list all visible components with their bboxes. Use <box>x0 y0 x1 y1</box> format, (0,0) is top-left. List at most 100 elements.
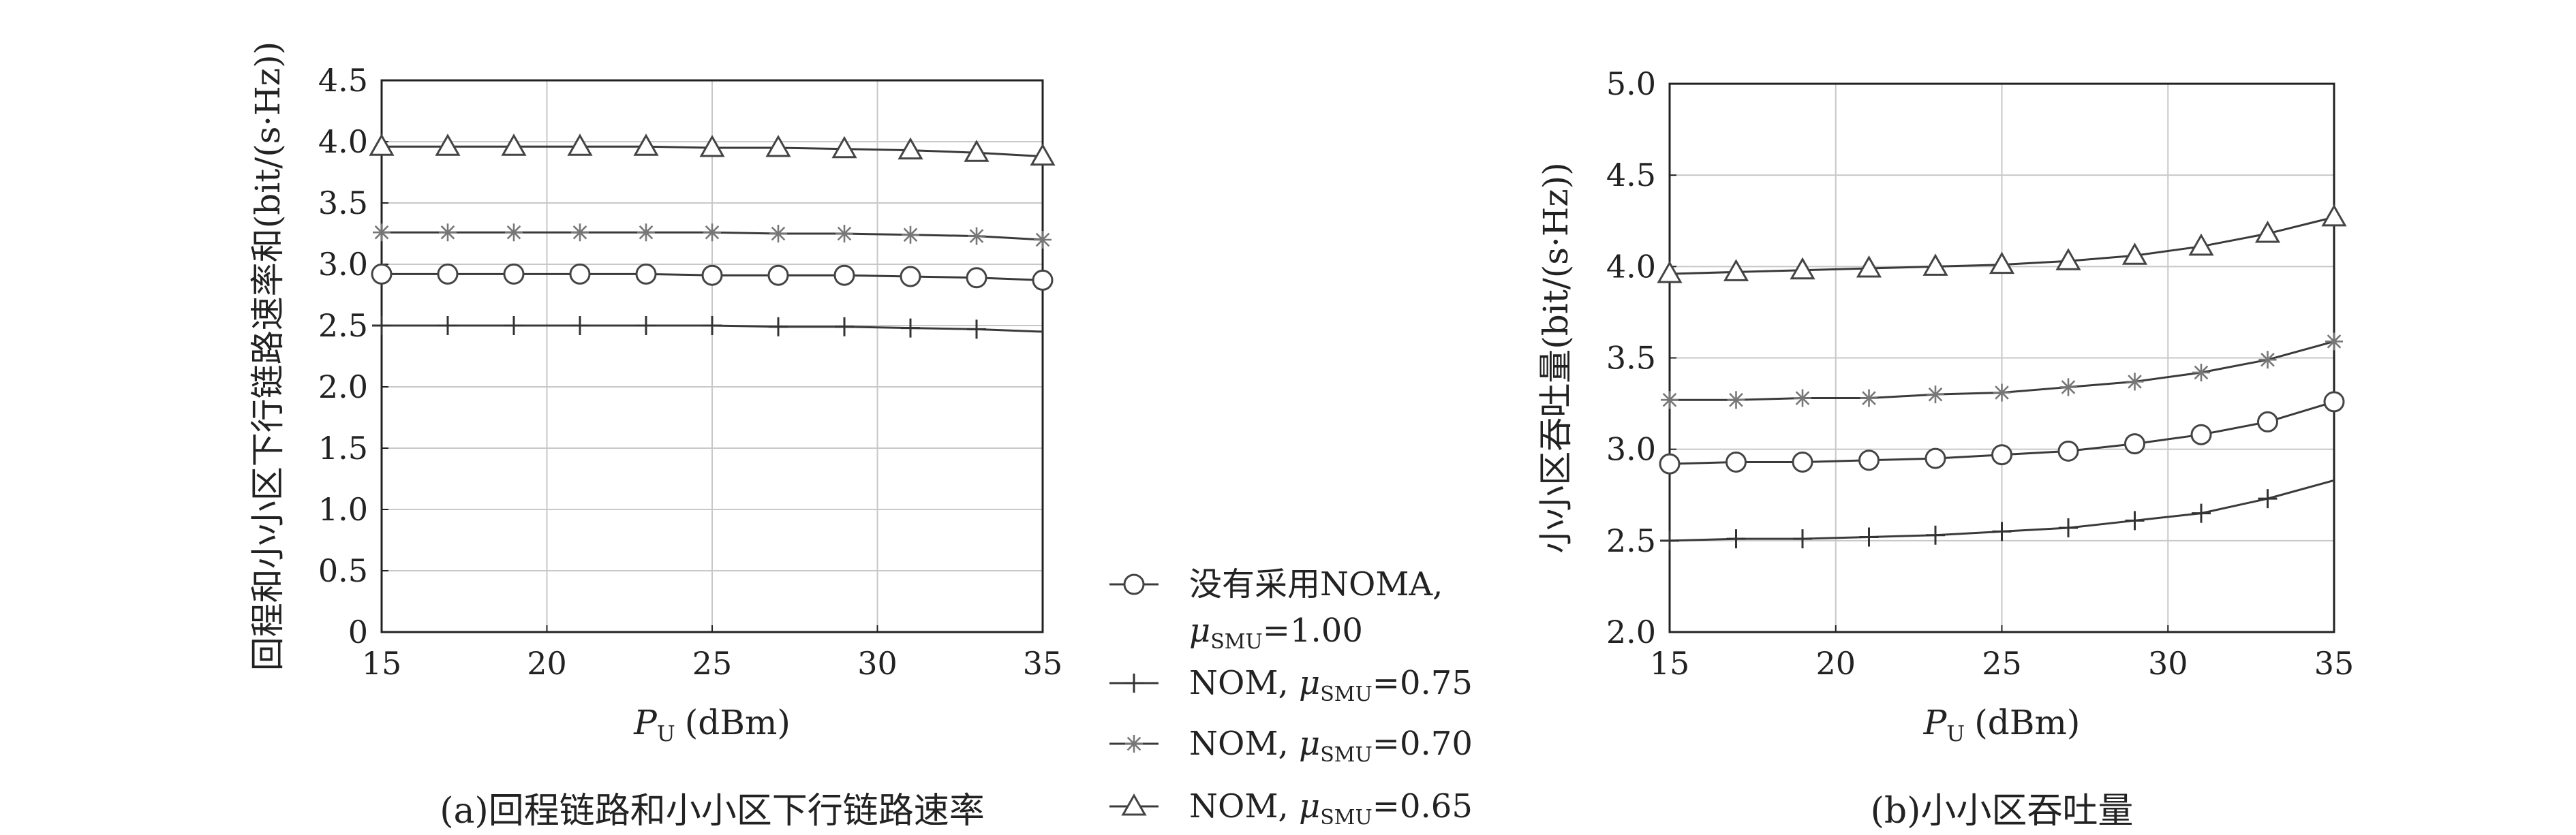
legend-scheme: NOM, <box>1189 725 1299 763</box>
data-point <box>967 319 986 339</box>
data-point <box>2192 503 2211 523</box>
data-point <box>900 266 921 287</box>
legend-marker <box>1124 674 1144 693</box>
data-point <box>372 316 391 335</box>
data-point <box>1927 385 1944 404</box>
panel-caption: (b)小小区吞吐量 <box>1871 791 2134 832</box>
data-point <box>964 140 990 162</box>
data-point <box>2325 332 2343 351</box>
y-tick-label: 3.5 <box>1606 340 1656 377</box>
data-point <box>2124 433 2145 455</box>
data-point <box>1989 251 2015 274</box>
legend-mu: μ <box>1189 612 1210 650</box>
data-point <box>2258 489 2278 509</box>
data-point <box>369 133 395 156</box>
data-point <box>2059 378 2077 396</box>
legend-scheme: NOM, <box>1189 664 1299 702</box>
x-tick-label: 20 <box>1815 645 1856 682</box>
legend-value: =1.00 <box>1263 612 1363 650</box>
y-axis-label: 小小区吞吐量(bit/(s·Hz)) <box>1536 162 1576 553</box>
data-point <box>767 264 789 286</box>
data-point <box>1659 453 1681 475</box>
legend-label: NOM, μSMU=0.70 <box>1189 725 1473 767</box>
data-point <box>570 316 589 335</box>
x-tick-label: 30 <box>857 645 898 682</box>
y-tick-label: 4.0 <box>1606 248 1656 285</box>
data-point <box>504 316 523 335</box>
legend-sub: SMU <box>1320 806 1373 830</box>
y-tick-label: 3.0 <box>318 246 368 283</box>
legend-mu: μ <box>1299 787 1320 825</box>
data-point <box>1660 531 1679 550</box>
data-point <box>637 223 655 242</box>
data-point <box>835 317 854 336</box>
data-point <box>1859 527 1879 547</box>
data-point <box>898 137 923 160</box>
panel-caption: (a)回程链路和小小区下行链路速率 <box>440 791 985 832</box>
data-point <box>769 317 788 336</box>
legend-entry-triangle: NOM, μSMU=0.65 <box>1109 787 1473 830</box>
legend-sub: SMU <box>1210 630 1263 654</box>
data-point <box>437 263 459 285</box>
legend-value: =0.75 <box>1373 664 1473 702</box>
y-tick-label: 0.5 <box>318 552 368 589</box>
data-point <box>1926 525 1945 545</box>
data-point <box>571 223 589 242</box>
data-point <box>2126 373 2144 391</box>
data-point <box>438 316 457 335</box>
data-point <box>1794 389 1811 407</box>
data-point <box>835 225 853 242</box>
data-point <box>1792 451 1813 473</box>
x-tick-label: 35 <box>1023 645 1063 682</box>
data-point <box>1856 255 1882 278</box>
series-triangle <box>369 133 1056 166</box>
y-tick-label: 2.5 <box>318 307 368 344</box>
legend-mu: μ <box>1299 664 1320 702</box>
data-point <box>1657 261 1683 283</box>
data-point <box>1993 383 2011 402</box>
data-point <box>966 267 987 289</box>
y-tick-label: 4.5 <box>318 62 368 99</box>
data-point <box>1034 231 1052 249</box>
y-tick-label: 2.0 <box>1606 614 1656 650</box>
data-point <box>567 133 593 156</box>
data-point <box>2258 351 2277 369</box>
data-point <box>1727 391 1745 409</box>
legend-label: NOM, μSMU=0.65 <box>1189 787 1473 830</box>
data-point <box>1726 451 1747 473</box>
data-point <box>2321 204 2347 227</box>
y-tick-label: 1.5 <box>318 430 368 467</box>
data-point <box>769 225 787 242</box>
data-point <box>2057 440 2079 462</box>
x-axis-label-main: P <box>1923 703 1948 742</box>
data-point <box>373 223 390 242</box>
series-star <box>373 223 1052 249</box>
data-point <box>505 223 523 242</box>
data-point <box>2190 424 2212 445</box>
data-point <box>1032 269 1054 291</box>
series-triangle <box>1657 204 2347 283</box>
data-point <box>831 136 857 159</box>
legend-entry-star: NOM, μSMU=0.70 <box>1109 725 1473 767</box>
y-tick-label: 1.0 <box>318 491 368 528</box>
panel-b-chart: 15 20 25 30 35 2.0 2.5 3.0 3.5 4.0 4.5 5.0 PU (dBm) 小小… <box>1536 65 2354 832</box>
x-tick-label: 20 <box>527 645 567 682</box>
x-tick-label: 35 <box>2314 645 2355 682</box>
data-point <box>2125 511 2145 531</box>
y-tick-label: 5.0 <box>1606 65 1656 102</box>
data-point <box>1790 257 1815 280</box>
x-tick-label: 15 <box>1650 645 1690 682</box>
legend-label: NOM, μSMU=0.75 <box>1189 664 1473 706</box>
x-tick-label: 25 <box>1982 645 2022 682</box>
legend-marker <box>1121 793 1147 816</box>
data-point <box>701 264 723 286</box>
data-point <box>968 227 985 245</box>
legend-marker <box>1123 573 1145 595</box>
data-point <box>2055 248 2081 270</box>
x-axis-label-unit: (dBm) <box>1974 703 2080 742</box>
data-point <box>1726 529 1746 549</box>
data-point <box>833 264 855 286</box>
x-axis-label-main: P <box>633 703 658 742</box>
